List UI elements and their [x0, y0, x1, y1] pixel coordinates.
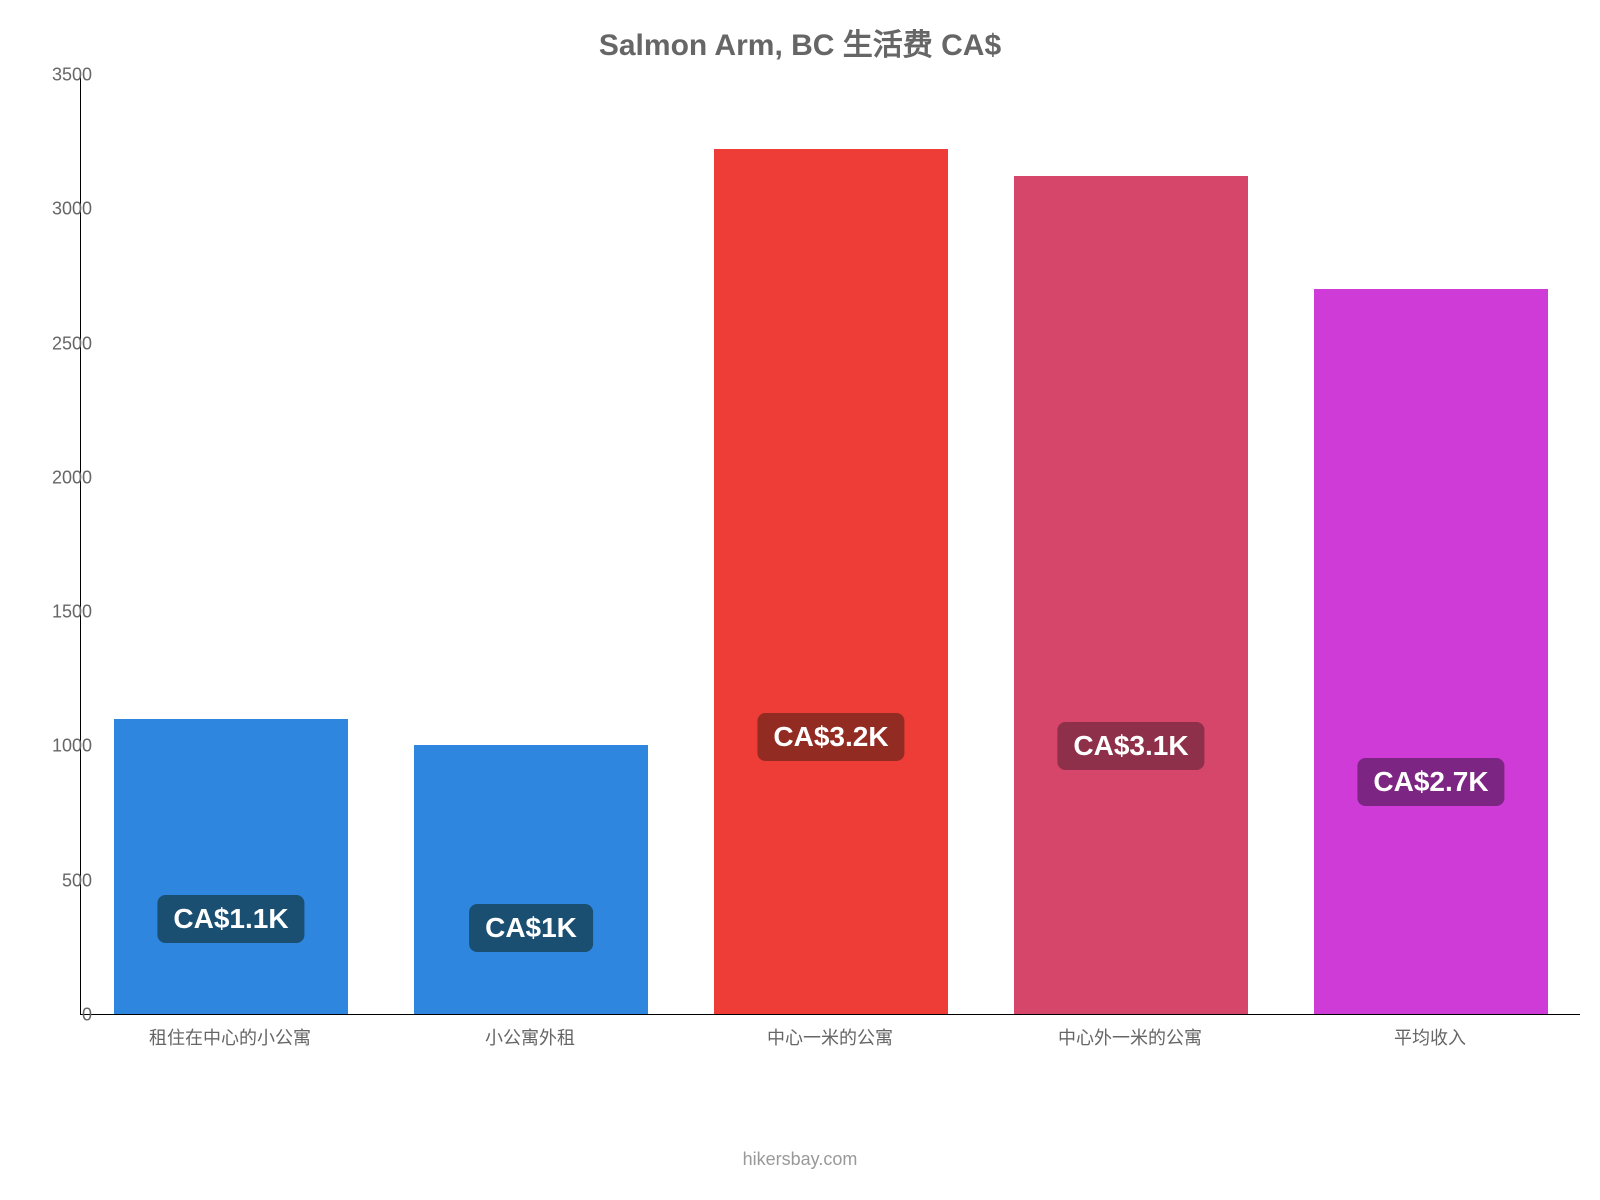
- y-tick-label: 3500: [52, 65, 92, 86]
- bar: [1314, 289, 1548, 1014]
- plot-area: CA$1.1K CA$1K CA$3.2K CA$3.1K CA$2.7K: [80, 75, 1580, 1015]
- bar-value-label: CA$3.2K: [757, 713, 904, 761]
- y-tick-label: 0: [82, 1005, 92, 1026]
- bar-value-label: CA$2.7K: [1357, 758, 1504, 806]
- chart-footer: hikersbay.com: [0, 1149, 1600, 1170]
- bar: [414, 745, 648, 1014]
- x-tick-label: 小公寓外租: [485, 1024, 575, 1050]
- x-tick-label: 中心一米的公寓: [767, 1024, 893, 1050]
- y-tick-label: 500: [62, 870, 92, 891]
- y-tick-label: 2000: [52, 467, 92, 488]
- x-tick-label: 中心外一米的公寓: [1058, 1024, 1202, 1050]
- y-tick-label: 2500: [52, 333, 92, 354]
- bar: [1014, 176, 1248, 1014]
- bar: [714, 149, 948, 1014]
- bar-value-label: CA$3.1K: [1057, 722, 1204, 770]
- y-tick-label: 1500: [52, 602, 92, 623]
- bar: [114, 719, 348, 1014]
- bar-value-label: CA$1K: [469, 904, 593, 952]
- x-tick-label: 租住在中心的小公寓: [149, 1024, 311, 1050]
- y-tick-label: 3000: [52, 199, 92, 220]
- chart-title: Salmon Arm, BC 生活费 CA$: [0, 20, 1600, 64]
- bar-value-label: CA$1.1K: [157, 895, 304, 943]
- y-tick-label: 1000: [52, 736, 92, 757]
- cost-of-living-bar-chart: Salmon Arm, BC 生活费 CA$ CA$1.1K CA$1K CA$3.…: [0, 0, 1600, 1200]
- x-tick-label: 平均收入: [1394, 1024, 1466, 1050]
